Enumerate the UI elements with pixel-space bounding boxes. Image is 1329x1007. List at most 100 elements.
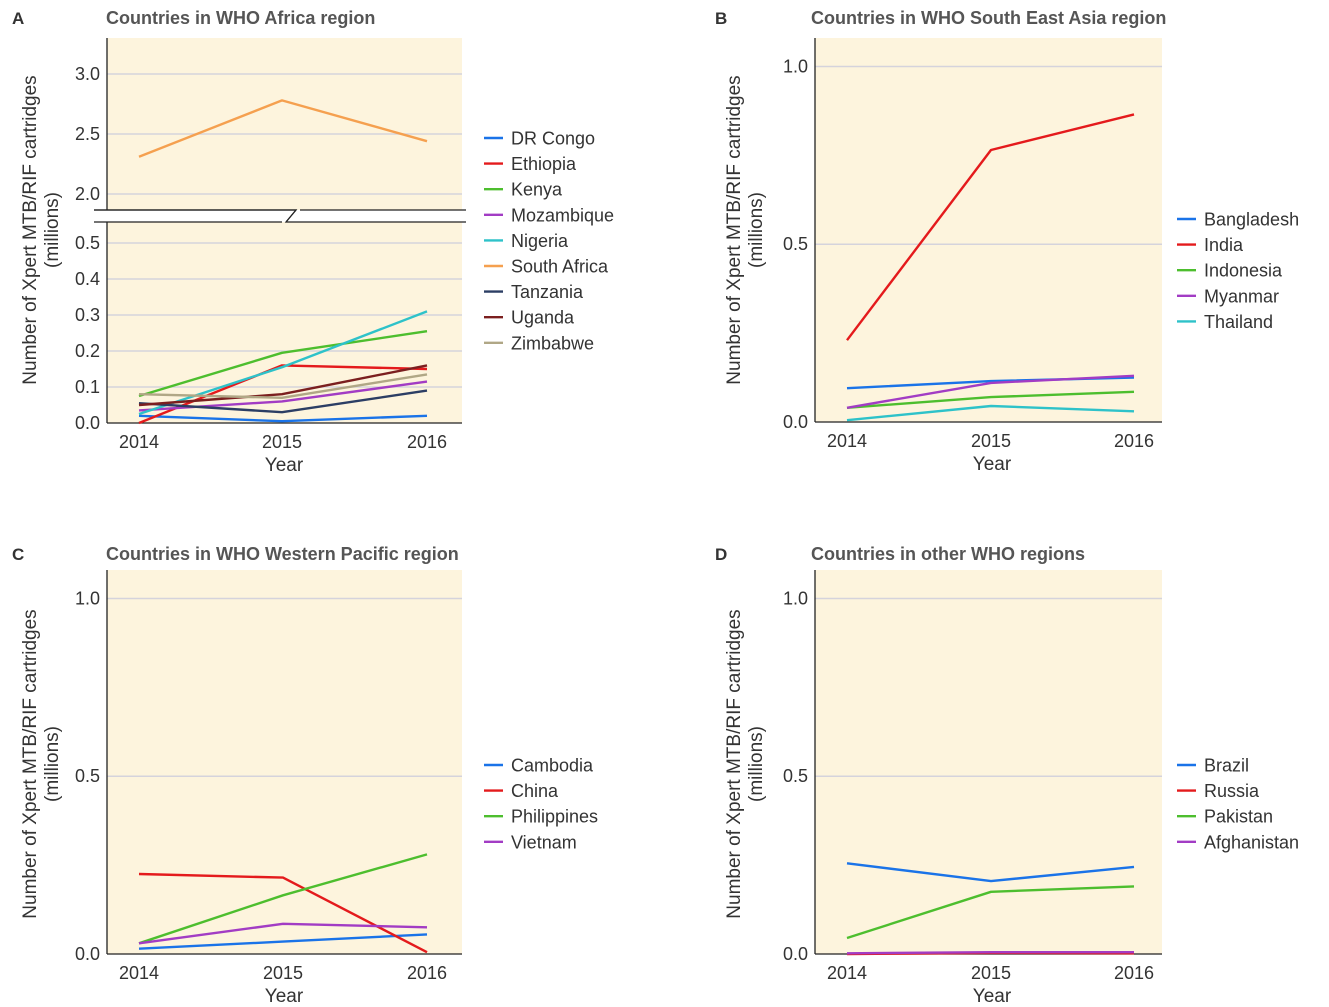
legend-label-china: China: [511, 781, 559, 801]
y-tick-label: 2.0: [75, 184, 100, 204]
panel-title: Countries in WHO Africa region: [106, 8, 375, 28]
legend-label-russia: Russia: [1204, 781, 1260, 801]
legend-label-zimbabwe: Zimbabwe: [511, 333, 594, 353]
legend-label-philippines: Philippines: [511, 807, 598, 827]
y-tick-label: 0.0: [783, 944, 808, 964]
legend-label-cambodia: Cambodia: [511, 756, 594, 776]
legend-label-dr-congo: DR Congo: [511, 129, 595, 149]
series-line-philippines: [138, 853, 428, 945]
panel-title: Countries in WHO South East Asia region: [811, 8, 1166, 28]
legend-label-indonesia: Indonesia: [1204, 261, 1283, 281]
series-line-south-africa: [138, 99, 428, 158]
y-axis-title-line2: (millions): [746, 726, 767, 802]
legend-label-vietnam: Vietnam: [511, 832, 577, 852]
x-tick-label: 2015: [971, 431, 1011, 451]
y-axis-title-line1: Number of Xpert MTB/RIF cartridges: [20, 609, 41, 918]
legend-label-india: India: [1204, 235, 1244, 255]
series-line-afghanistan: [846, 951, 1134, 955]
x-axis-title: Year: [265, 986, 304, 1007]
series-line-indonesia: [846, 390, 1135, 409]
plot-background: [815, 38, 1162, 422]
panel-letter: B: [715, 9, 727, 28]
y-tick-label: 0.4: [75, 269, 100, 289]
x-tick-label: 2015: [262, 432, 302, 452]
panel-title: Countries in WHO Western Pacific region: [106, 544, 459, 564]
y-axis-title-line2: (millions): [746, 192, 767, 268]
y-tick-label: 1.0: [75, 588, 100, 608]
series-line-nigeria: [138, 310, 428, 416]
series-line-ethiopia: [138, 364, 428, 425]
plot-background: [107, 570, 462, 954]
y-tick-label: 0.2: [75, 341, 100, 361]
legend-label-brazil: Brazil: [1204, 756, 1249, 776]
y-tick-label: 0.0: [75, 413, 100, 433]
legend-label-afghanistan: Afghanistan: [1204, 832, 1299, 852]
y-axis-title-line2: (millions): [42, 192, 63, 268]
legend-label-bangladesh: Bangladesh: [1204, 210, 1299, 230]
x-tick-label: 2016: [1114, 963, 1154, 983]
x-tick-label: 2014: [827, 431, 867, 451]
y-tick-label: 0.5: [783, 234, 808, 254]
legend-label-nigeria: Nigeria: [511, 231, 569, 251]
legend-label-pakistan: Pakistan: [1204, 807, 1273, 827]
legend-label-south-africa: South Africa: [511, 257, 609, 277]
panel-c: 0.0 0.5 1.0 2014 2015 2016 Year Number of Xpert…: [12, 544, 598, 1007]
series-line-zimbabwe: [138, 373, 428, 399]
y-axis-title-line1: Number of Xpert MTB/RIF cartridges: [724, 609, 745, 918]
x-axis-title: Year: [973, 986, 1012, 1007]
series-line-dr-congo: [138, 414, 428, 423]
panel-title: Countries in other WHO regions: [811, 544, 1085, 564]
series-line-vietnam: [138, 922, 428, 945]
legend-label-thailand: Thailand: [1204, 312, 1273, 332]
y-tick-label: 0.5: [75, 766, 100, 786]
y-tick-label: 0.0: [75, 944, 100, 964]
x-tick-label: 2016: [407, 963, 447, 983]
y-tick-label: 0.5: [75, 233, 100, 253]
y-axis-title-line2: (millions): [42, 726, 63, 802]
x-tick-label: 2016: [1114, 431, 1154, 451]
series-line-thailand: [846, 404, 1135, 422]
legend-label-mozambique: Mozambique: [511, 205, 614, 225]
panel-letter: C: [12, 545, 24, 564]
legend-label-uganda: Uganda: [511, 308, 575, 328]
series-line-tanzania: [138, 389, 428, 414]
x-tick-label: 2015: [263, 963, 303, 983]
y-tick-label: 0.0: [783, 412, 808, 432]
x-tick-label: 2014: [119, 432, 159, 452]
legend-label-myanmar: Myanmar: [1204, 286, 1279, 306]
x-axis-title: Year: [973, 454, 1012, 475]
legend-label-ethiopia: Ethiopia: [511, 154, 577, 174]
series-line-india: [846, 113, 1135, 341]
x-tick-label: 2015: [971, 963, 1011, 983]
series-line-cambodia: [138, 933, 428, 950]
y-tick-label: 3.0: [75, 64, 100, 84]
series-line-kenya: [138, 330, 428, 398]
y-tick-label: 0.1: [75, 377, 100, 397]
legend-label-kenya: Kenya: [511, 180, 563, 200]
panel-letter: D: [715, 545, 727, 564]
series-line-myanmar: [846, 374, 1135, 409]
x-tick-label: 2016: [407, 432, 447, 452]
panel-a: 0.0 0.1 0.2 0.3 0.4 0.5 2.0 2.5 3.0 2014 2015 2016 Y…: [12, 8, 614, 476]
y-tick-label: 2.5: [75, 124, 100, 144]
series-line-pakistan: [846, 885, 1135, 940]
panel-b: 0.0 0.5 1.0 2014 2015 2016 Year Number of Xpert…: [715, 8, 1299, 475]
x-tick-label: 2014: [827, 963, 867, 983]
series-line-brazil: [846, 862, 1135, 883]
plot-background: [815, 570, 1162, 954]
y-axis-title: Number of Xpert MTB/RIF cartridges(milli…: [20, 75, 63, 384]
y-axis-title: Number of Xpert MTB/RIF cartridges(milli…: [724, 609, 767, 918]
y-tick-label: 1.0: [783, 588, 808, 608]
y-tick-label: 0.5: [783, 766, 808, 786]
axis-break-zigzag: [94, 209, 466, 223]
panel-d: 0.0 0.5 1.0 2014 2015 2016 Year Number of Xpert…: [715, 544, 1299, 1007]
x-tick-label: 2014: [119, 963, 159, 983]
y-tick-label: 0.3: [75, 305, 100, 325]
y-axis-title-line1: Number of Xpert MTB/RIF cartridges: [20, 75, 41, 384]
y-axis-title: Number of Xpert MTB/RIF cartridges(milli…: [724, 75, 767, 384]
y-tick-label: 1.0: [783, 56, 808, 76]
panel-letter: A: [12, 9, 24, 28]
axis-break-gap: [94, 210, 466, 222]
x-axis-title: Year: [265, 455, 304, 476]
